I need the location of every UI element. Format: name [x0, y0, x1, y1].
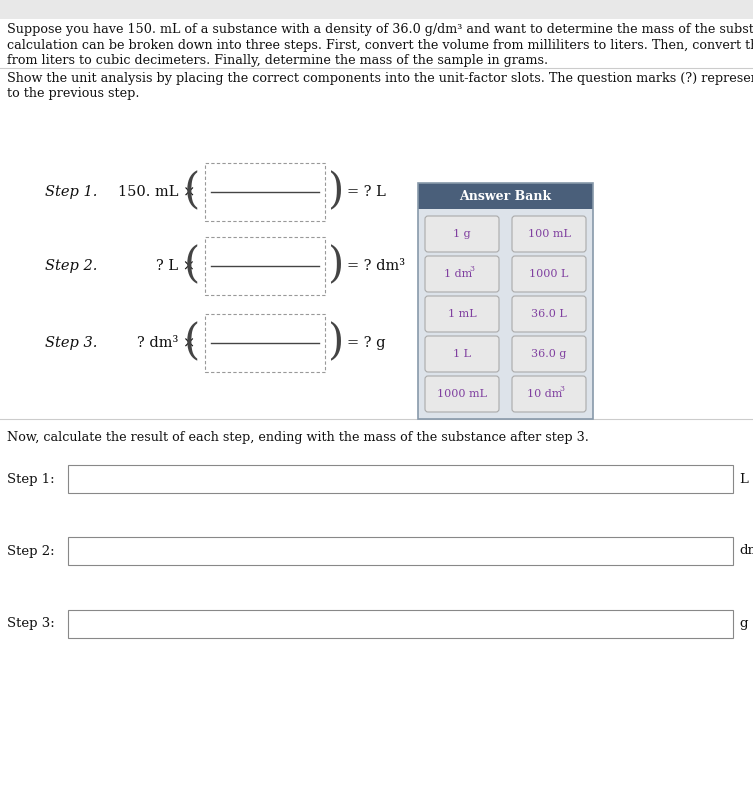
Text: (: (	[184, 170, 200, 212]
Text: ): )	[328, 170, 344, 212]
Text: ): )	[328, 321, 344, 363]
Text: 1 mL: 1 mL	[448, 309, 477, 319]
FancyBboxPatch shape	[425, 296, 499, 332]
Text: calculation can be broken down into three steps. First, convert the volume from : calculation can be broken down into thre…	[7, 39, 753, 52]
FancyBboxPatch shape	[512, 216, 586, 252]
Text: 36.0 g: 36.0 g	[532, 349, 567, 359]
Text: L: L	[739, 472, 748, 485]
FancyBboxPatch shape	[425, 376, 499, 412]
Text: Suppose you have 150. mL of a substance with a density of 36.0 g/dm³ and want to: Suppose you have 150. mL of a substance …	[7, 23, 753, 36]
Text: Step 3.: Step 3.	[45, 336, 97, 350]
Text: 1000 L: 1000 L	[529, 269, 569, 279]
Text: ): )	[328, 244, 344, 286]
Text: Step 2:: Step 2:	[7, 544, 55, 557]
Text: Step 1:: Step 1:	[7, 472, 55, 485]
Text: 1000 mL: 1000 mL	[437, 389, 487, 399]
Text: Answer Bank: Answer Bank	[459, 189, 551, 202]
Text: = ? dm³: = ? dm³	[347, 259, 405, 273]
Bar	[205, 314, 325, 372]
Text: ? L ×: ? L ×	[156, 259, 195, 273]
Text: 3: 3	[559, 385, 564, 393]
Text: g: g	[739, 617, 748, 630]
Text: 150. mL ×: 150. mL ×	[117, 185, 195, 199]
Bar	[68, 465, 733, 493]
Bar	[418, 183, 593, 419]
Bar	[205, 237, 325, 295]
Text: 1 dm: 1 dm	[444, 269, 472, 279]
Text: Step 2.: Step 2.	[45, 259, 97, 273]
Text: (: (	[184, 321, 200, 363]
Bar	[418, 209, 593, 419]
Text: = ? g: = ? g	[347, 336, 386, 350]
Text: Show the unit analysis by placing the correct components into the unit-factor sl: Show the unit analysis by placing the co…	[7, 71, 753, 84]
Text: 100 mL: 100 mL	[528, 229, 571, 239]
Bar	[68, 537, 733, 565]
Text: 3: 3	[470, 265, 474, 273]
Text: 36.0 L: 36.0 L	[531, 309, 567, 319]
Text: = ? L: = ? L	[347, 185, 386, 199]
Text: Step 1.: Step 1.	[45, 185, 97, 199]
FancyBboxPatch shape	[425, 216, 499, 252]
FancyBboxPatch shape	[512, 336, 586, 372]
FancyBboxPatch shape	[425, 256, 499, 292]
Text: (: (	[184, 244, 200, 286]
Text: 10 dm: 10 dm	[527, 389, 562, 399]
Text: 1 g: 1 g	[453, 229, 471, 239]
Text: from liters to cubic decimeters. Finally, determine the mass of the sample in gr: from liters to cubic decimeters. Finally…	[7, 54, 548, 67]
Text: Step 3:: Step 3:	[7, 617, 55, 630]
Text: to the previous step.: to the previous step.	[7, 87, 139, 100]
Text: dm³: dm³	[739, 544, 753, 557]
Text: Now, calculate the result of each step, ending with the mass of the substance af: Now, calculate the result of each step, …	[7, 431, 589, 444]
FancyBboxPatch shape	[512, 256, 586, 292]
Bar	[0, 0, 753, 19]
Text: ? dm³ ×: ? dm³ ×	[137, 336, 195, 350]
Bar	[205, 163, 325, 221]
FancyBboxPatch shape	[425, 336, 499, 372]
FancyBboxPatch shape	[512, 376, 586, 412]
Bar	[68, 610, 733, 638]
Bar	[418, 183, 593, 209]
Text: 1 L: 1 L	[453, 349, 471, 359]
FancyBboxPatch shape	[512, 296, 586, 332]
